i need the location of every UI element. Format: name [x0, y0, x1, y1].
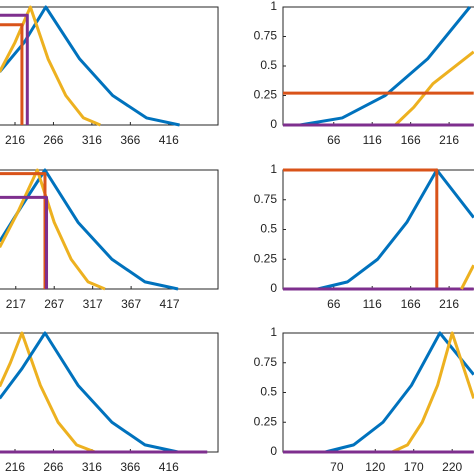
- subplot: 217 267 317 367 417: [0, 168, 219, 311]
- y-tick-label: 1: [270, 162, 277, 176]
- series-line: [324, 331, 474, 454]
- series-line: [0, 13, 29, 125]
- y-tick-label: 0: [270, 281, 277, 295]
- y-tick-label: 0.25: [254, 251, 278, 265]
- axes-box: [0, 332, 219, 453]
- axes-box: [282, 6, 474, 126]
- subplot: 216 266 316 366 416: [0, 331, 219, 474]
- x-tick-label: 267: [44, 297, 64, 311]
- x-tick-label: 216: [439, 297, 459, 311]
- x-tick-label: 316: [82, 133, 102, 147]
- axes-box: [0, 169, 219, 290]
- x-tick-label: 166: [401, 297, 421, 311]
- y-tick-label: 0.5: [260, 58, 277, 72]
- x-tick-label: 416: [159, 460, 179, 474]
- series-line: [391, 331, 474, 454]
- subplot: 6611616621626600.250.50.751: [254, 0, 474, 147]
- y-tick-label: 0.75: [254, 29, 278, 43]
- series-line: [299, 6, 472, 127]
- x-tick-label: 70: [330, 460, 344, 474]
- axes-box: [282, 169, 474, 290]
- y-tick-label: 0: [270, 117, 277, 131]
- x-tick-label: 116: [363, 133, 382, 147]
- y-tick-label: 1: [270, 0, 277, 13]
- series-line: [0, 5, 101, 127]
- y-tick-label: 0.5: [260, 222, 277, 236]
- series-line: [317, 168, 474, 291]
- x-tick-label: 217: [6, 297, 26, 311]
- x-tick-label: 166: [401, 133, 421, 147]
- y-tick-label: 1: [270, 325, 277, 339]
- series-line: [0, 331, 179, 454]
- x-tick-label: 66: [327, 133, 341, 147]
- x-tick-label: 416: [159, 133, 179, 147]
- x-tick-label: 216: [5, 133, 25, 147]
- subplot: 216 266 316 366 416: [0, 5, 219, 147]
- axes-box: [282, 332, 474, 453]
- y-tick-label: 0.25: [254, 414, 278, 428]
- y-tick-label: 0.75: [254, 355, 278, 369]
- y-tick-label: 0: [270, 444, 277, 458]
- x-tick-label: 366: [120, 460, 140, 474]
- x-tick-label: 216: [439, 133, 459, 147]
- x-tick-label: 116: [363, 297, 382, 311]
- y-tick-label: 0.5: [260, 385, 277, 399]
- series-line: [283, 168, 439, 289]
- y-tick-label: 0.25: [254, 88, 278, 102]
- x-tick-label: 317: [83, 297, 103, 311]
- x-tick-label: 266: [43, 133, 63, 147]
- x-tick-label: 316: [82, 460, 102, 474]
- series-line: [0, 195, 49, 289]
- series-line: [0, 331, 96, 454]
- axes-box: [0, 6, 219, 126]
- subplot: 7012017022027032000.250.50.751: [254, 325, 474, 474]
- series-line: [0, 168, 106, 291]
- x-tick-label: 120: [365, 460, 385, 474]
- series-line: [394, 50, 474, 127]
- series-line: [460, 264, 474, 290]
- series-line: [0, 5, 180, 127]
- subplot: 6611616621626600.250.50.751: [254, 162, 474, 311]
- x-tick-label: 220: [442, 460, 462, 474]
- x-tick-label: 417: [160, 297, 180, 311]
- series-line: [0, 172, 47, 289]
- x-tick-label: 170: [404, 460, 424, 474]
- x-tick-label: 367: [121, 297, 141, 311]
- x-tick-label: 216: [5, 460, 25, 474]
- x-tick-label: 66: [327, 297, 341, 311]
- series-line: [0, 23, 24, 125]
- x-tick-label: 266: [43, 460, 63, 474]
- x-tick-label: 366: [120, 133, 140, 147]
- y-tick-label: 0.75: [254, 192, 278, 206]
